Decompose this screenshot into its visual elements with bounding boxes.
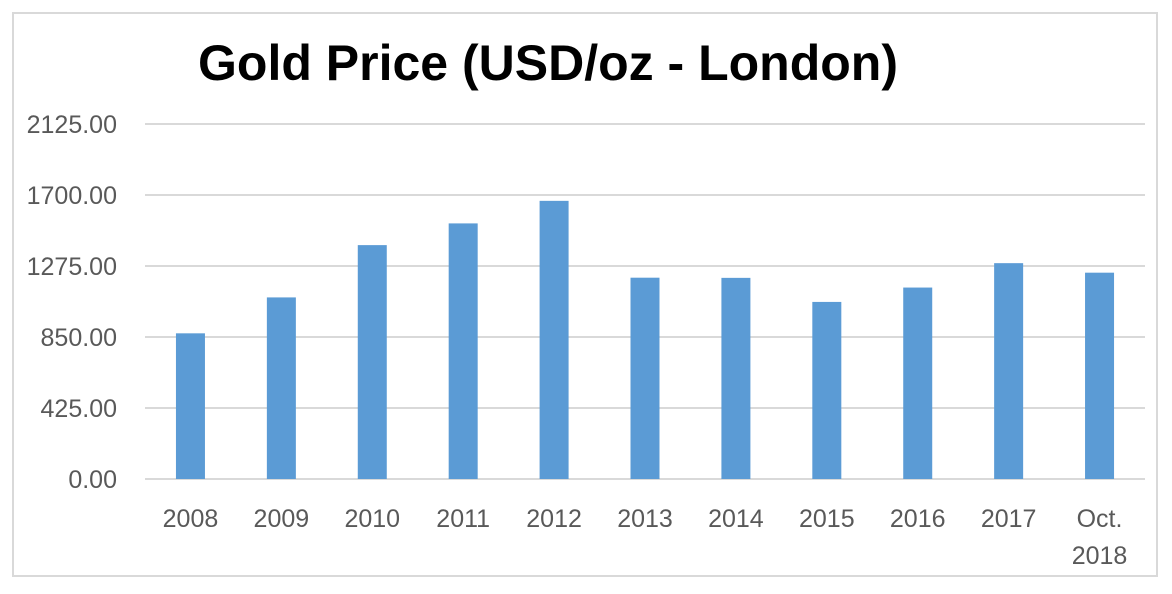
x-tick-label: 2015 bbox=[799, 505, 855, 533]
x-tick-label: Oct. 2018 bbox=[1072, 505, 1128, 570]
y-tick-label: 0.00 bbox=[68, 466, 117, 494]
x-tick-label: 2014 bbox=[708, 505, 764, 533]
y-tick-label: 425.00 bbox=[41, 395, 117, 423]
bars bbox=[175, 200, 1115, 480]
y-tick-label: 1275.00 bbox=[27, 253, 117, 281]
x-tick-label: 2016 bbox=[890, 505, 946, 533]
bar-oct-2018 bbox=[1085, 272, 1115, 479]
gridlines bbox=[145, 123, 1145, 480]
x-tick-label: 2012 bbox=[526, 505, 582, 533]
x-tick-label: 2010 bbox=[344, 505, 400, 533]
bar-2010 bbox=[357, 245, 387, 479]
bar-2013 bbox=[630, 277, 660, 479]
y-tick-label: 2125.00 bbox=[27, 111, 117, 139]
x-tick-label: 2011 bbox=[436, 505, 490, 533]
bar-2009 bbox=[266, 297, 296, 479]
x-tick-label: 2017 bbox=[981, 505, 1037, 533]
bar-2014 bbox=[721, 277, 751, 479]
bar-2016 bbox=[903, 287, 933, 479]
chart-title: Gold Price (USD/oz - London) bbox=[198, 35, 898, 91]
bar-2012 bbox=[539, 200, 569, 480]
x-tick-label: 2008 bbox=[163, 505, 219, 533]
chart-area bbox=[12, 12, 1158, 577]
y-tick-label: 1700.00 bbox=[27, 182, 117, 210]
bar-2017 bbox=[994, 263, 1024, 479]
y-tick-label: 850.00 bbox=[41, 324, 117, 352]
x-tick-label: 2009 bbox=[254, 505, 310, 533]
x-tick-label: 2013 bbox=[617, 505, 673, 533]
x-axis-tick-labels: 2008 2009 2010 2011 2012 2013 2014 2015 2016 2017… bbox=[163, 505, 1128, 570]
bar-2015 bbox=[812, 301, 842, 479]
bar-2008 bbox=[175, 333, 205, 479]
y-axis-tick-labels: 0.00 425.00 850.00 1275.00 1700.00 2125.00 bbox=[27, 111, 117, 494]
bar-2011 bbox=[448, 223, 478, 479]
